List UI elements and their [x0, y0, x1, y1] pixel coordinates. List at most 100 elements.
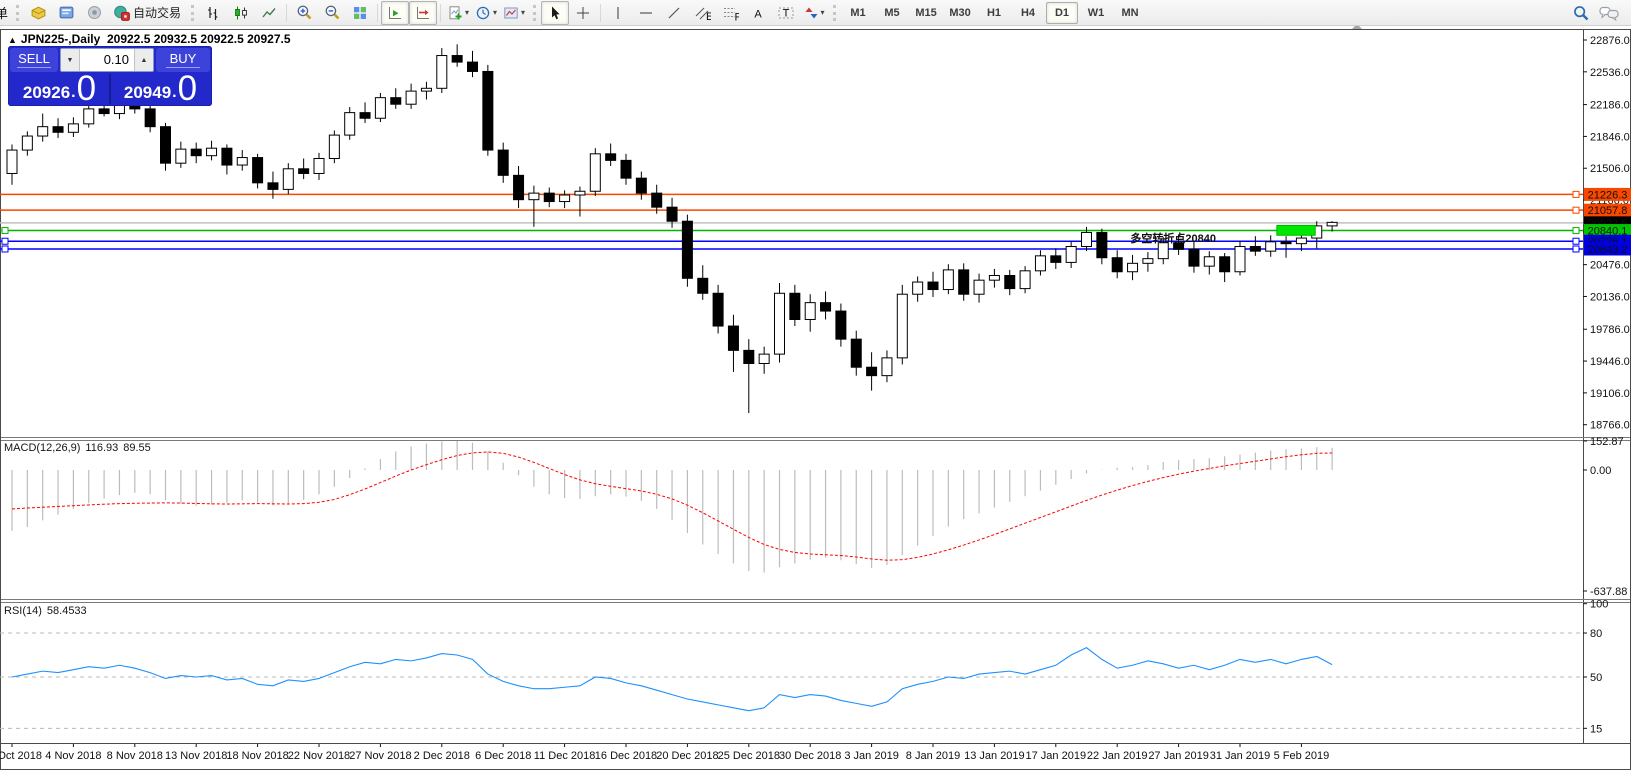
templates-button[interactable]: ▾	[500, 1, 528, 25]
hline-price-label: 20643.2	[1584, 242, 1631, 256]
chart-shift-button[interactable]	[409, 0, 438, 25]
fibonacci-button[interactable]: F	[716, 1, 744, 25]
new-order-icon	[31, 6, 45, 20]
candle-body	[328, 134, 340, 159]
candle-body	[789, 292, 801, 320]
tile-windows-button[interactable]	[346, 1, 374, 25]
zoom-out-icon	[325, 5, 339, 20]
svg-text:20643.2: 20643.2	[1588, 244, 1628, 256]
timeframe-button-M15[interactable]: M15	[915, 6, 937, 19]
crosshair-button[interactable]	[569, 1, 597, 25]
collapse-panel-icon[interactable]: ▲	[8, 35, 17, 45]
timeframe-button-W1[interactable]: W1	[1087, 6, 1105, 19]
chat-button[interactable]	[1595, 1, 1623, 25]
volume-increase-button[interactable]: ▲	[134, 49, 153, 71]
price-tick-label: 19106.0	[1590, 388, 1630, 400]
line-handle[interactable]	[1572, 190, 1580, 198]
zoom-in-button[interactable]	[290, 1, 318, 25]
timeframe-button-M5[interactable]: M5	[884, 6, 900, 19]
buy-button-label: BUY	[169, 51, 197, 66]
candle-body	[988, 274, 1000, 281]
line-handle[interactable]	[1572, 227, 1580, 235]
highlight-zone[interactable]	[1276, 224, 1316, 236]
svg-text:21057.8: 21057.8	[1588, 205, 1628, 217]
zoom-out-button[interactable]	[318, 1, 346, 25]
timeframe-button-H1[interactable]: H1	[986, 6, 1002, 19]
timeframes: M1 M5 M15 M30 H1 H4 D1 W1 MN	[841, 1, 1147, 24]
buy-price[interactable]: 20949 . 0	[111, 72, 210, 107]
new-order-cut-label[interactable]: 单	[0, 6, 9, 21]
metaeditor-button[interactable]	[52, 1, 80, 25]
cursor-button[interactable]	[541, 0, 570, 25]
timeframe-button-M30[interactable]: M30	[949, 6, 971, 19]
autotrading-button[interactable]: 自动交易	[108, 1, 186, 25]
chart-window-border	[0, 29, 1631, 770]
candle-body	[1326, 221, 1338, 227]
timeframe-button-H4[interactable]: H4	[1020, 6, 1036, 19]
signals-button[interactable]	[80, 1, 108, 25]
equidistant-channel-button[interactable]: E	[688, 1, 716, 25]
candlestick-button[interactable]	[227, 1, 255, 25]
trendline-button[interactable]	[660, 1, 688, 25]
toolbar-grip[interactable]	[833, 4, 837, 21]
candle-body	[589, 153, 601, 192]
hline-21226.3[interactable]	[0, 190, 1583, 198]
volume-decrease-button[interactable]: ▼	[61, 49, 80, 71]
sell-button-label: SELL	[18, 51, 50, 66]
text-button[interactable]: A	[744, 1, 772, 25]
line-chart-button[interactable]	[255, 1, 283, 25]
hline-20643.2[interactable]	[0, 245, 1583, 253]
timeframe-button-MN[interactable]: MN	[1121, 6, 1139, 19]
text-label-button[interactable]: T	[772, 1, 800, 25]
horizontal-line-button[interactable]	[632, 1, 660, 25]
sell-price[interactable]: 20926 . 0	[10, 72, 111, 106]
timeframe-button-M1[interactable]: M1	[850, 6, 866, 19]
line-handle[interactable]	[1, 237, 9, 245]
text-icon: A	[754, 8, 762, 20]
vertical-line-button[interactable]	[604, 1, 632, 25]
candle-body	[1295, 237, 1307, 245]
hline-20726.1[interactable]	[0, 237, 1583, 245]
volume-input[interactable]: 0.10	[103, 52, 129, 67]
autoscroll-icon	[389, 6, 402, 19]
candle-body	[866, 366, 878, 377]
toolbar-grip[interactable]	[533, 4, 537, 21]
price-tick-label: 20136.0	[1590, 291, 1630, 303]
candle-body	[973, 279, 985, 295]
new-order-button[interactable]	[24, 1, 52, 25]
candle-body	[21, 135, 33, 151]
svg-text:F: F	[734, 11, 739, 21]
candle-body	[420, 87, 432, 92]
hline-21057.8[interactable]	[0, 206, 1583, 214]
periods-button[interactable]: ▾	[472, 1, 500, 25]
search-button[interactable]	[1567, 1, 1595, 25]
hline-20840.1[interactable]	[0, 227, 1583, 235]
candle-body	[374, 97, 386, 119]
toolbar-grip[interactable]	[16, 4, 19, 21]
indicators-button[interactable]: ▾	[444, 1, 472, 25]
candle-body	[175, 148, 187, 164]
date-label: 4 Nov 2018	[45, 750, 101, 762]
line-handle[interactable]	[1572, 206, 1580, 214]
line-handle[interactable]	[1572, 245, 1580, 253]
timeframe-button-D1[interactable]: D1	[1046, 1, 1079, 24]
toolbar-grip[interactable]	[191, 4, 195, 21]
candle-body	[712, 292, 724, 327]
chart-shift-marker-icon[interactable]	[1352, 24, 1362, 29]
line-handle[interactable]	[1, 245, 9, 253]
candle-body	[1280, 241, 1292, 245]
line-handle[interactable]	[1, 227, 9, 235]
arrows-button[interactable]: ▾	[800, 1, 828, 25]
line-handle[interactable]	[1572, 237, 1580, 245]
macd-signal-line	[11, 451, 1333, 561]
zoom-in-icon	[297, 5, 311, 20]
buy-button[interactable]: BUY	[156, 48, 210, 72]
symbol-period-label: JPN225-,Daily	[20, 32, 101, 46]
annotation-text[interactable]: 多空转折点20840	[1130, 231, 1216, 245]
svg-text:A: A	[754, 8, 762, 20]
bar-chart-button[interactable]	[199, 1, 227, 25]
autoscroll-button[interactable]	[381, 0, 410, 25]
sell-button[interactable]: SELL	[10, 48, 58, 72]
